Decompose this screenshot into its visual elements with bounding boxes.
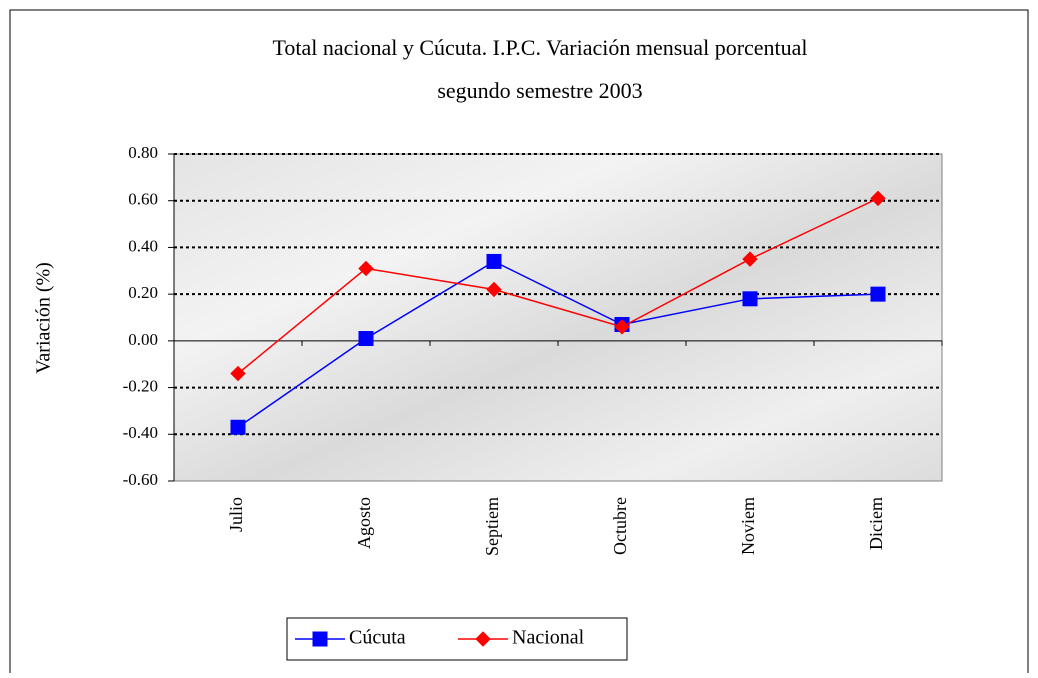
x-tick-label: Agosto <box>354 497 374 549</box>
legend-label: Cúcuta <box>349 627 406 649</box>
data-point <box>358 260 374 277</box>
y-tick-label: -0.60 <box>123 470 158 489</box>
data-point <box>870 190 886 207</box>
x-tick-label: Diciem <box>866 497 886 550</box>
x-tick-label: Julio <box>226 497 246 532</box>
data-point <box>614 319 630 335</box>
legend-marker <box>312 631 328 647</box>
data-point <box>230 419 246 435</box>
y-tick-label: 0.40 <box>128 236 158 255</box>
data-point <box>742 251 758 267</box>
y-tick-label: -0.20 <box>123 376 158 395</box>
chart-title: segundo semestre 2003 <box>437 78 642 103</box>
y-tick-label: 0.20 <box>128 283 158 302</box>
y-tick-label: 0.80 <box>128 143 158 162</box>
legend-label: Nacional <box>512 627 585 649</box>
legend <box>286 617 628 661</box>
chart-title: Total nacional y Cúcuta. I.P.C. Variació… <box>272 35 807 60</box>
x-tick-label: Octubre <box>610 497 630 555</box>
x-tick-label: Noviem <box>738 497 758 555</box>
data-point <box>486 281 502 298</box>
x-tick-label: Septiem <box>482 497 502 556</box>
y-tick-label: 0.00 <box>128 330 158 349</box>
legend-marker <box>475 631 491 647</box>
y-axis-label: Variación (%) <box>33 262 55 374</box>
plot-area <box>173 153 943 482</box>
data-point <box>870 286 886 302</box>
data-point <box>230 365 246 382</box>
data-point <box>742 291 758 307</box>
y-tick-label: 0.60 <box>128 190 158 209</box>
series-line <box>237 260 879 428</box>
y-tick-label: -0.40 <box>123 423 158 442</box>
data-point <box>358 331 374 347</box>
data-point <box>486 253 502 269</box>
series-line <box>237 197 879 375</box>
frame <box>9 9 1029 673</box>
